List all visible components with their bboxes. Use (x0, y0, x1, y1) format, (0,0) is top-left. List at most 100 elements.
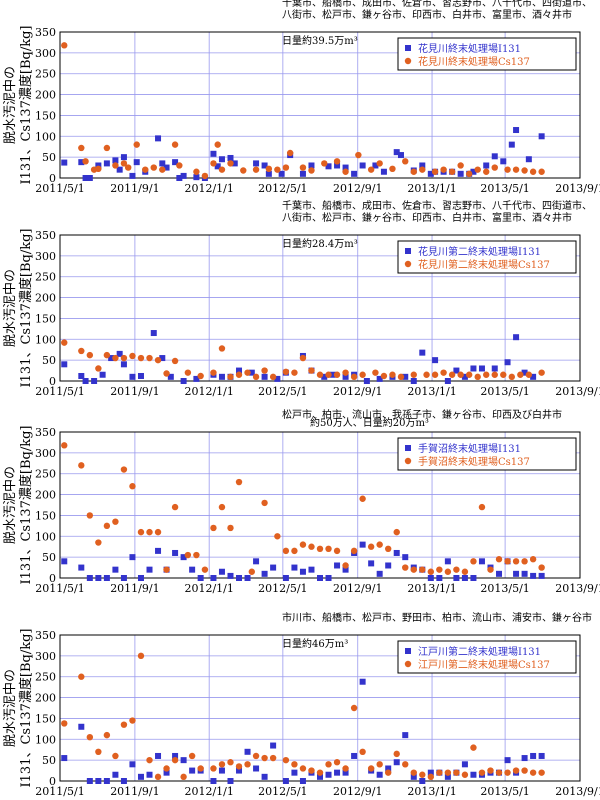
data-point-i131 (385, 765, 392, 772)
data-point-i131 (393, 759, 400, 766)
data-point-cs137 (163, 370, 170, 377)
data-point-cs137 (282, 756, 290, 764)
y-tick-label: 300 (35, 47, 56, 60)
data-point-i131 (159, 355, 166, 362)
data-point-cs137 (244, 369, 251, 376)
data-point-cs137 (184, 369, 192, 376)
data-point-cs137 (487, 767, 494, 774)
data-point-cs137 (461, 568, 469, 575)
data-point-cs137 (282, 368, 290, 376)
data-point-i131 (317, 575, 323, 581)
y-tick-label: 50 (42, 151, 56, 164)
data-point-i131 (227, 778, 234, 784)
data-point-i131 (317, 773, 323, 780)
data-point-i131 (372, 162, 379, 169)
data-point-i131 (253, 558, 260, 565)
data-point-cs137 (61, 42, 68, 49)
x-tick-label: 2013/1/1 (407, 582, 456, 595)
data-point-cs137 (171, 503, 179, 511)
data-point-cs137 (325, 371, 332, 378)
data-point-i131 (214, 163, 221, 170)
data-point-cs137 (171, 756, 179, 764)
data-point-cs137 (423, 371, 430, 378)
data-point-cs137 (457, 371, 464, 378)
data-point-cs137 (61, 442, 68, 449)
data-point-i131 (150, 330, 157, 337)
data-point-cs137 (291, 761, 298, 768)
data-point-i131 (342, 566, 349, 573)
data-point-cs137 (308, 167, 315, 174)
data-point-i131 (282, 575, 289, 581)
data-point-cs137 (521, 767, 528, 774)
data-point-i131 (470, 575, 477, 581)
data-point-i131 (210, 150, 217, 157)
data-point-cs137 (350, 547, 358, 555)
data-point-i131 (291, 769, 298, 776)
data-point-cs137 (61, 720, 68, 727)
x-tick-label: 2012/1/1 (184, 785, 233, 798)
data-point-i131 (513, 334, 520, 341)
legend-marker-circle (404, 260, 412, 268)
data-point-cs137 (86, 734, 94, 741)
data-point-cs137 (86, 512, 94, 519)
data-point-cs137 (504, 166, 511, 173)
x-tick-label: 2013/1/1 (407, 182, 456, 195)
legend-label: 江戸川第二終末処理場I131 (418, 645, 541, 658)
plot-frame (59, 31, 581, 179)
legend-box (397, 37, 577, 71)
data-point-cs137 (376, 160, 383, 167)
data-point-cs137 (299, 164, 307, 171)
data-point-i131 (137, 575, 144, 581)
data-point-i131 (155, 547, 162, 554)
data-point-i131 (470, 771, 477, 778)
data-point-cs137 (154, 356, 162, 364)
data-point-i131 (78, 564, 85, 571)
x-tick-label: 2012/1/1 (184, 182, 233, 195)
data-point-i131 (342, 373, 349, 380)
data-point-i131 (82, 378, 89, 384)
data-point-i131 (444, 773, 451, 780)
data-point-cs137 (397, 373, 405, 381)
data-point-i131 (248, 369, 255, 376)
data-point-cs137 (372, 369, 379, 376)
data-point-i131 (504, 757, 511, 764)
data-point-cs137 (299, 354, 307, 362)
data-point-cs137 (210, 369, 217, 376)
y-tick-label: 200 (35, 692, 56, 705)
data-point-i131 (189, 566, 196, 573)
data-point-cs137 (120, 354, 128, 362)
data-point-cs137 (227, 373, 234, 381)
data-point-cs137 (159, 166, 166, 173)
data-point-i131 (227, 572, 234, 579)
data-point-i131 (86, 175, 93, 181)
data-point-cs137 (124, 164, 132, 171)
data-point-i131 (159, 160, 166, 167)
data-point-i131 (270, 742, 277, 749)
data-point-cs137 (120, 160, 128, 167)
y-tick-label: 50 (42, 354, 56, 367)
data-point-cs137 (252, 373, 260, 381)
data-point-i131 (91, 378, 98, 384)
data-point-cs137 (521, 558, 528, 565)
data-point-cs137 (95, 539, 102, 546)
y-tick-label: 150 (35, 312, 56, 325)
legend-marker-circle (404, 457, 412, 465)
legend-label: 花見川第二終末処理場I131 (418, 245, 541, 258)
data-point-cs137 (325, 545, 332, 552)
data-point-i131 (321, 373, 328, 380)
data-point-cs137 (359, 495, 366, 502)
legend-marker-square (405, 45, 411, 51)
data-point-cs137 (210, 160, 217, 167)
data-point-i131 (299, 170, 306, 177)
y-tick-label: 50 (42, 754, 56, 767)
x-tick-label: 2012/5/1 (258, 385, 307, 398)
legend-label: 花見川第二終末処理場Cs137 (418, 258, 550, 271)
data-point-cs137 (453, 769, 460, 776)
data-point-cs137 (171, 357, 179, 365)
y-axis-title-line1: 脱水汚泥中の (3, 269, 18, 347)
data-point-i131 (103, 778, 110, 784)
data-point-i131 (78, 723, 85, 730)
data-point-i131 (172, 752, 179, 759)
legend-label: 江戸川第二終末処理場Cs137 (418, 658, 550, 671)
